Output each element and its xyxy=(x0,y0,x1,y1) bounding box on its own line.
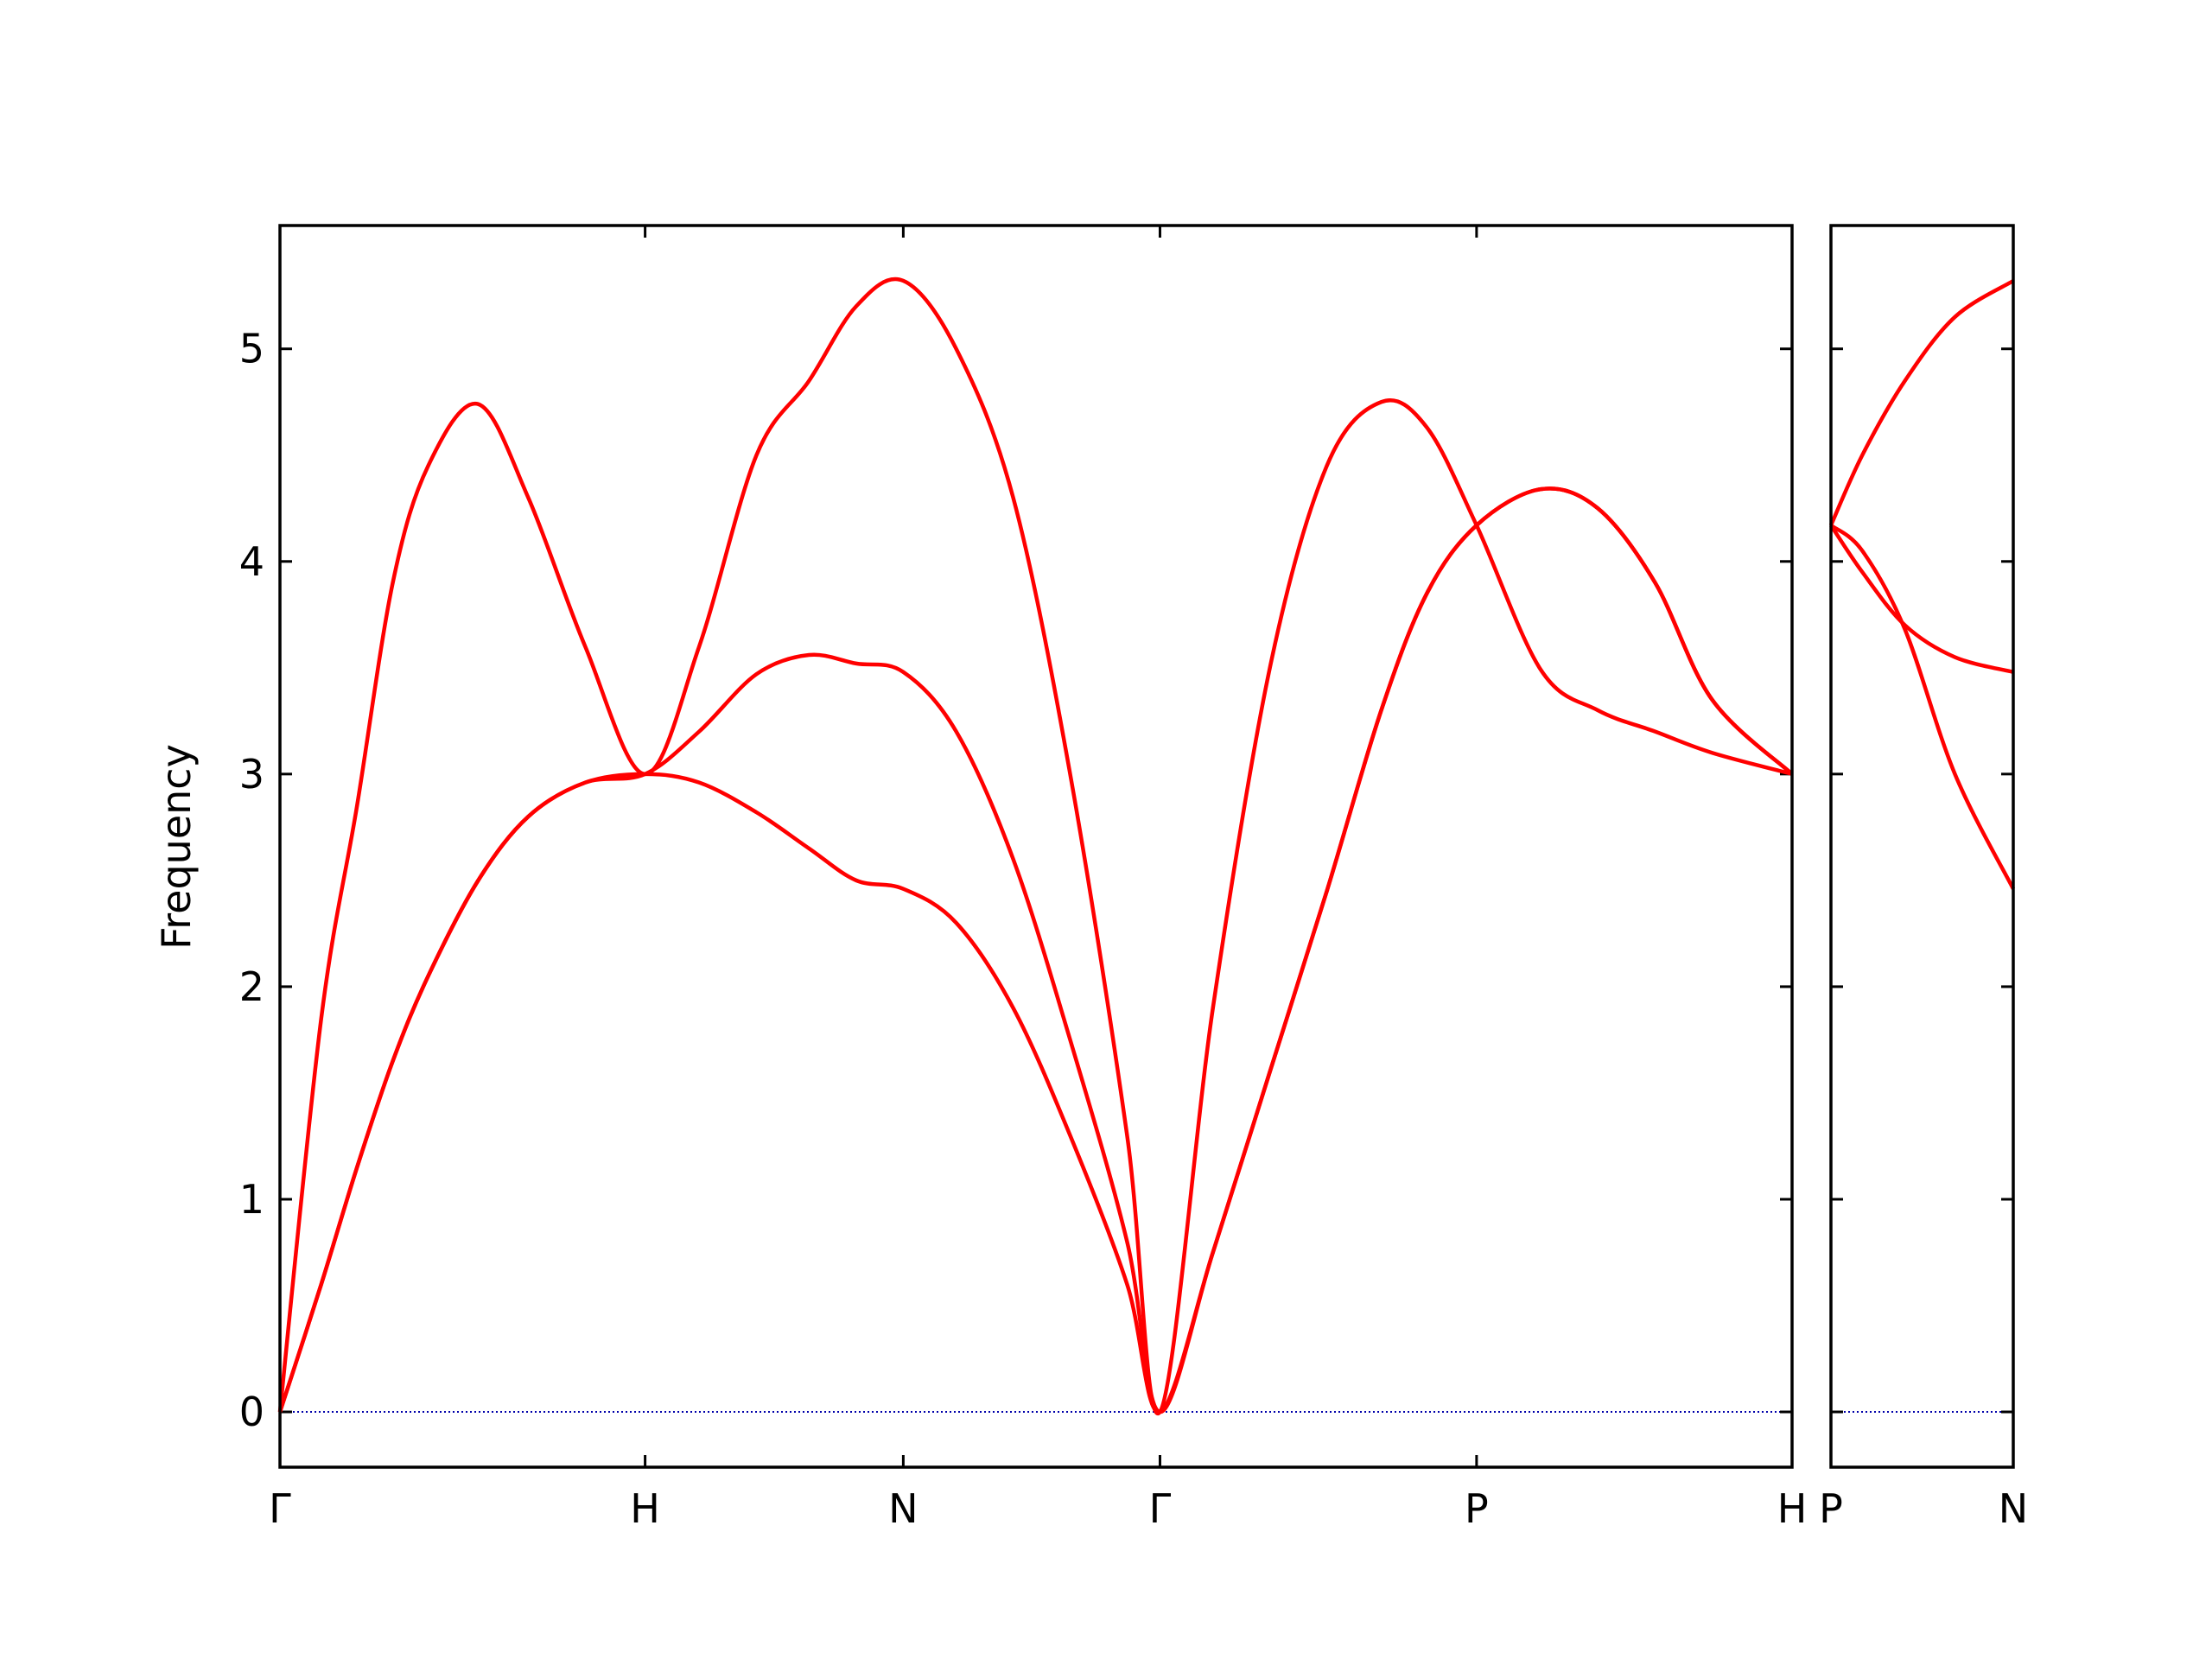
y-tick-label: 5 xyxy=(239,326,264,372)
band-line xyxy=(277,486,1794,1414)
x-tick-label: P xyxy=(1819,1485,1843,1532)
x-tick-label: Γ xyxy=(1149,1485,1172,1532)
x-tick-label: P xyxy=(1465,1485,1489,1532)
band-line xyxy=(277,276,1793,1416)
plot-frame xyxy=(278,224,1794,1469)
x-tick-label: N xyxy=(1999,1485,2028,1532)
plot-frame xyxy=(1829,224,2015,1469)
band-line xyxy=(1829,524,2014,674)
band-line xyxy=(1828,279,2015,526)
y-tick-label: 2 xyxy=(239,963,264,1010)
y-tick-label: 3 xyxy=(239,751,264,798)
x-tick-label: H xyxy=(1777,1485,1808,1532)
x-tick-label: N xyxy=(888,1485,918,1532)
x-tick-label: Γ xyxy=(269,1485,291,1532)
band-line xyxy=(277,486,1794,1414)
y-axis-label: Frequency xyxy=(153,744,200,950)
y-tick-label: 4 xyxy=(239,538,264,585)
y-tick-label: 1 xyxy=(239,1176,264,1223)
x-tick-label: H xyxy=(630,1485,660,1532)
band-line xyxy=(1829,524,2016,890)
y-tick-label: 0 xyxy=(239,1389,264,1435)
